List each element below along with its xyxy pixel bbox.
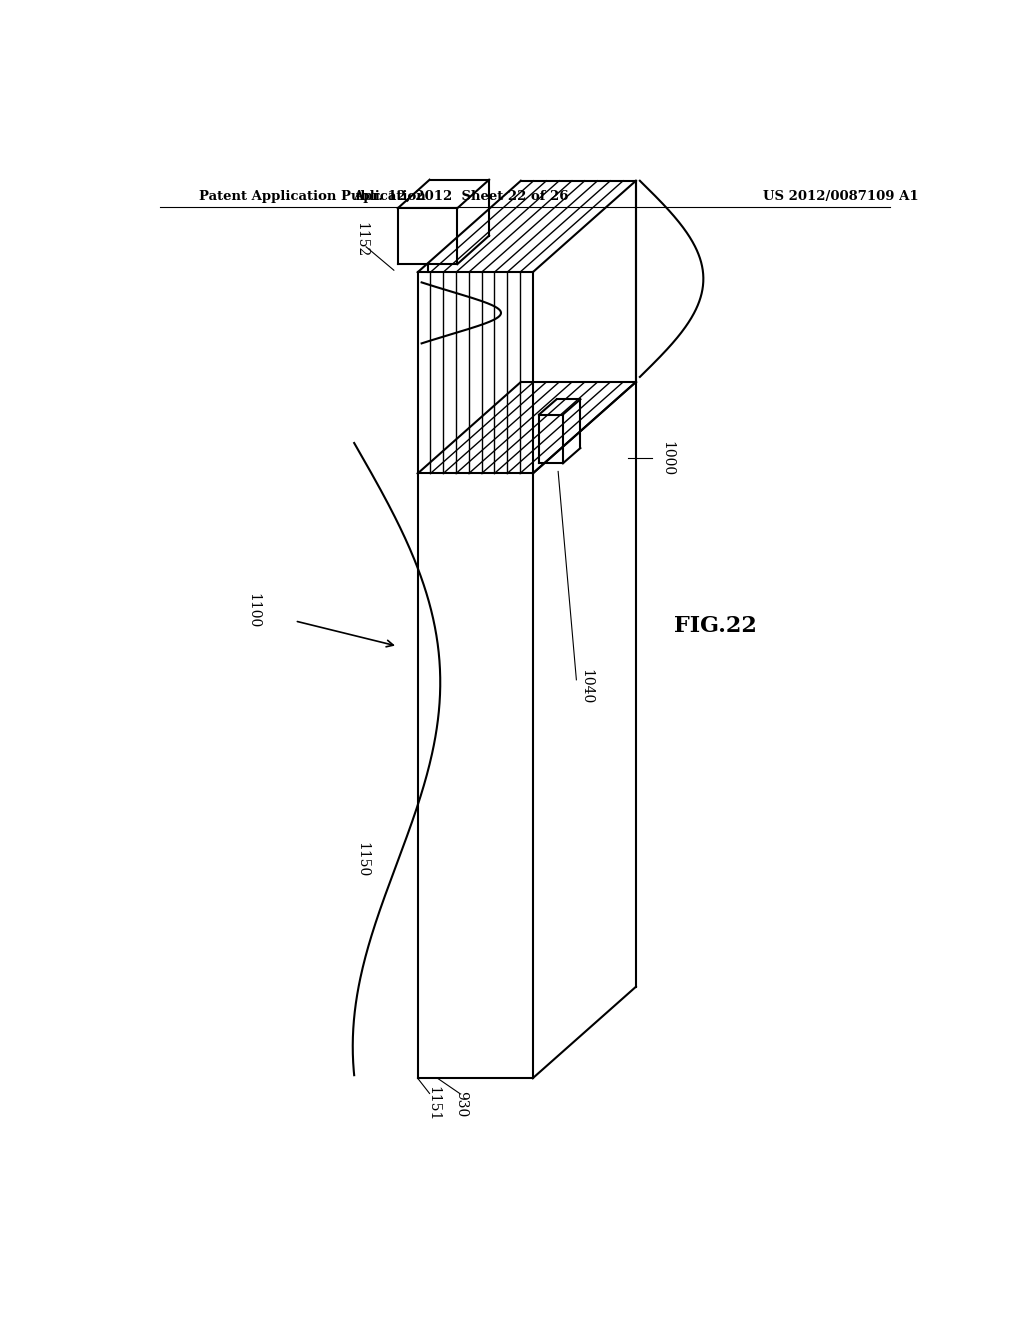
Text: 1100: 1100 xyxy=(247,593,260,628)
Text: Apr. 12, 2012  Sheet 22 of 26: Apr. 12, 2012 Sheet 22 of 26 xyxy=(353,190,569,202)
Text: 1150: 1150 xyxy=(355,842,369,878)
Text: 1000: 1000 xyxy=(660,441,675,475)
Text: 930: 930 xyxy=(455,1090,468,1117)
Text: 1040: 1040 xyxy=(580,669,594,705)
Text: 1151: 1151 xyxy=(427,1086,440,1121)
Text: US 2012/0087109 A1: US 2012/0087109 A1 xyxy=(763,190,919,202)
Text: Patent Application Publication: Patent Application Publication xyxy=(200,190,426,202)
Text: FIG.22: FIG.22 xyxy=(674,615,757,638)
Text: 1152: 1152 xyxy=(354,222,369,257)
